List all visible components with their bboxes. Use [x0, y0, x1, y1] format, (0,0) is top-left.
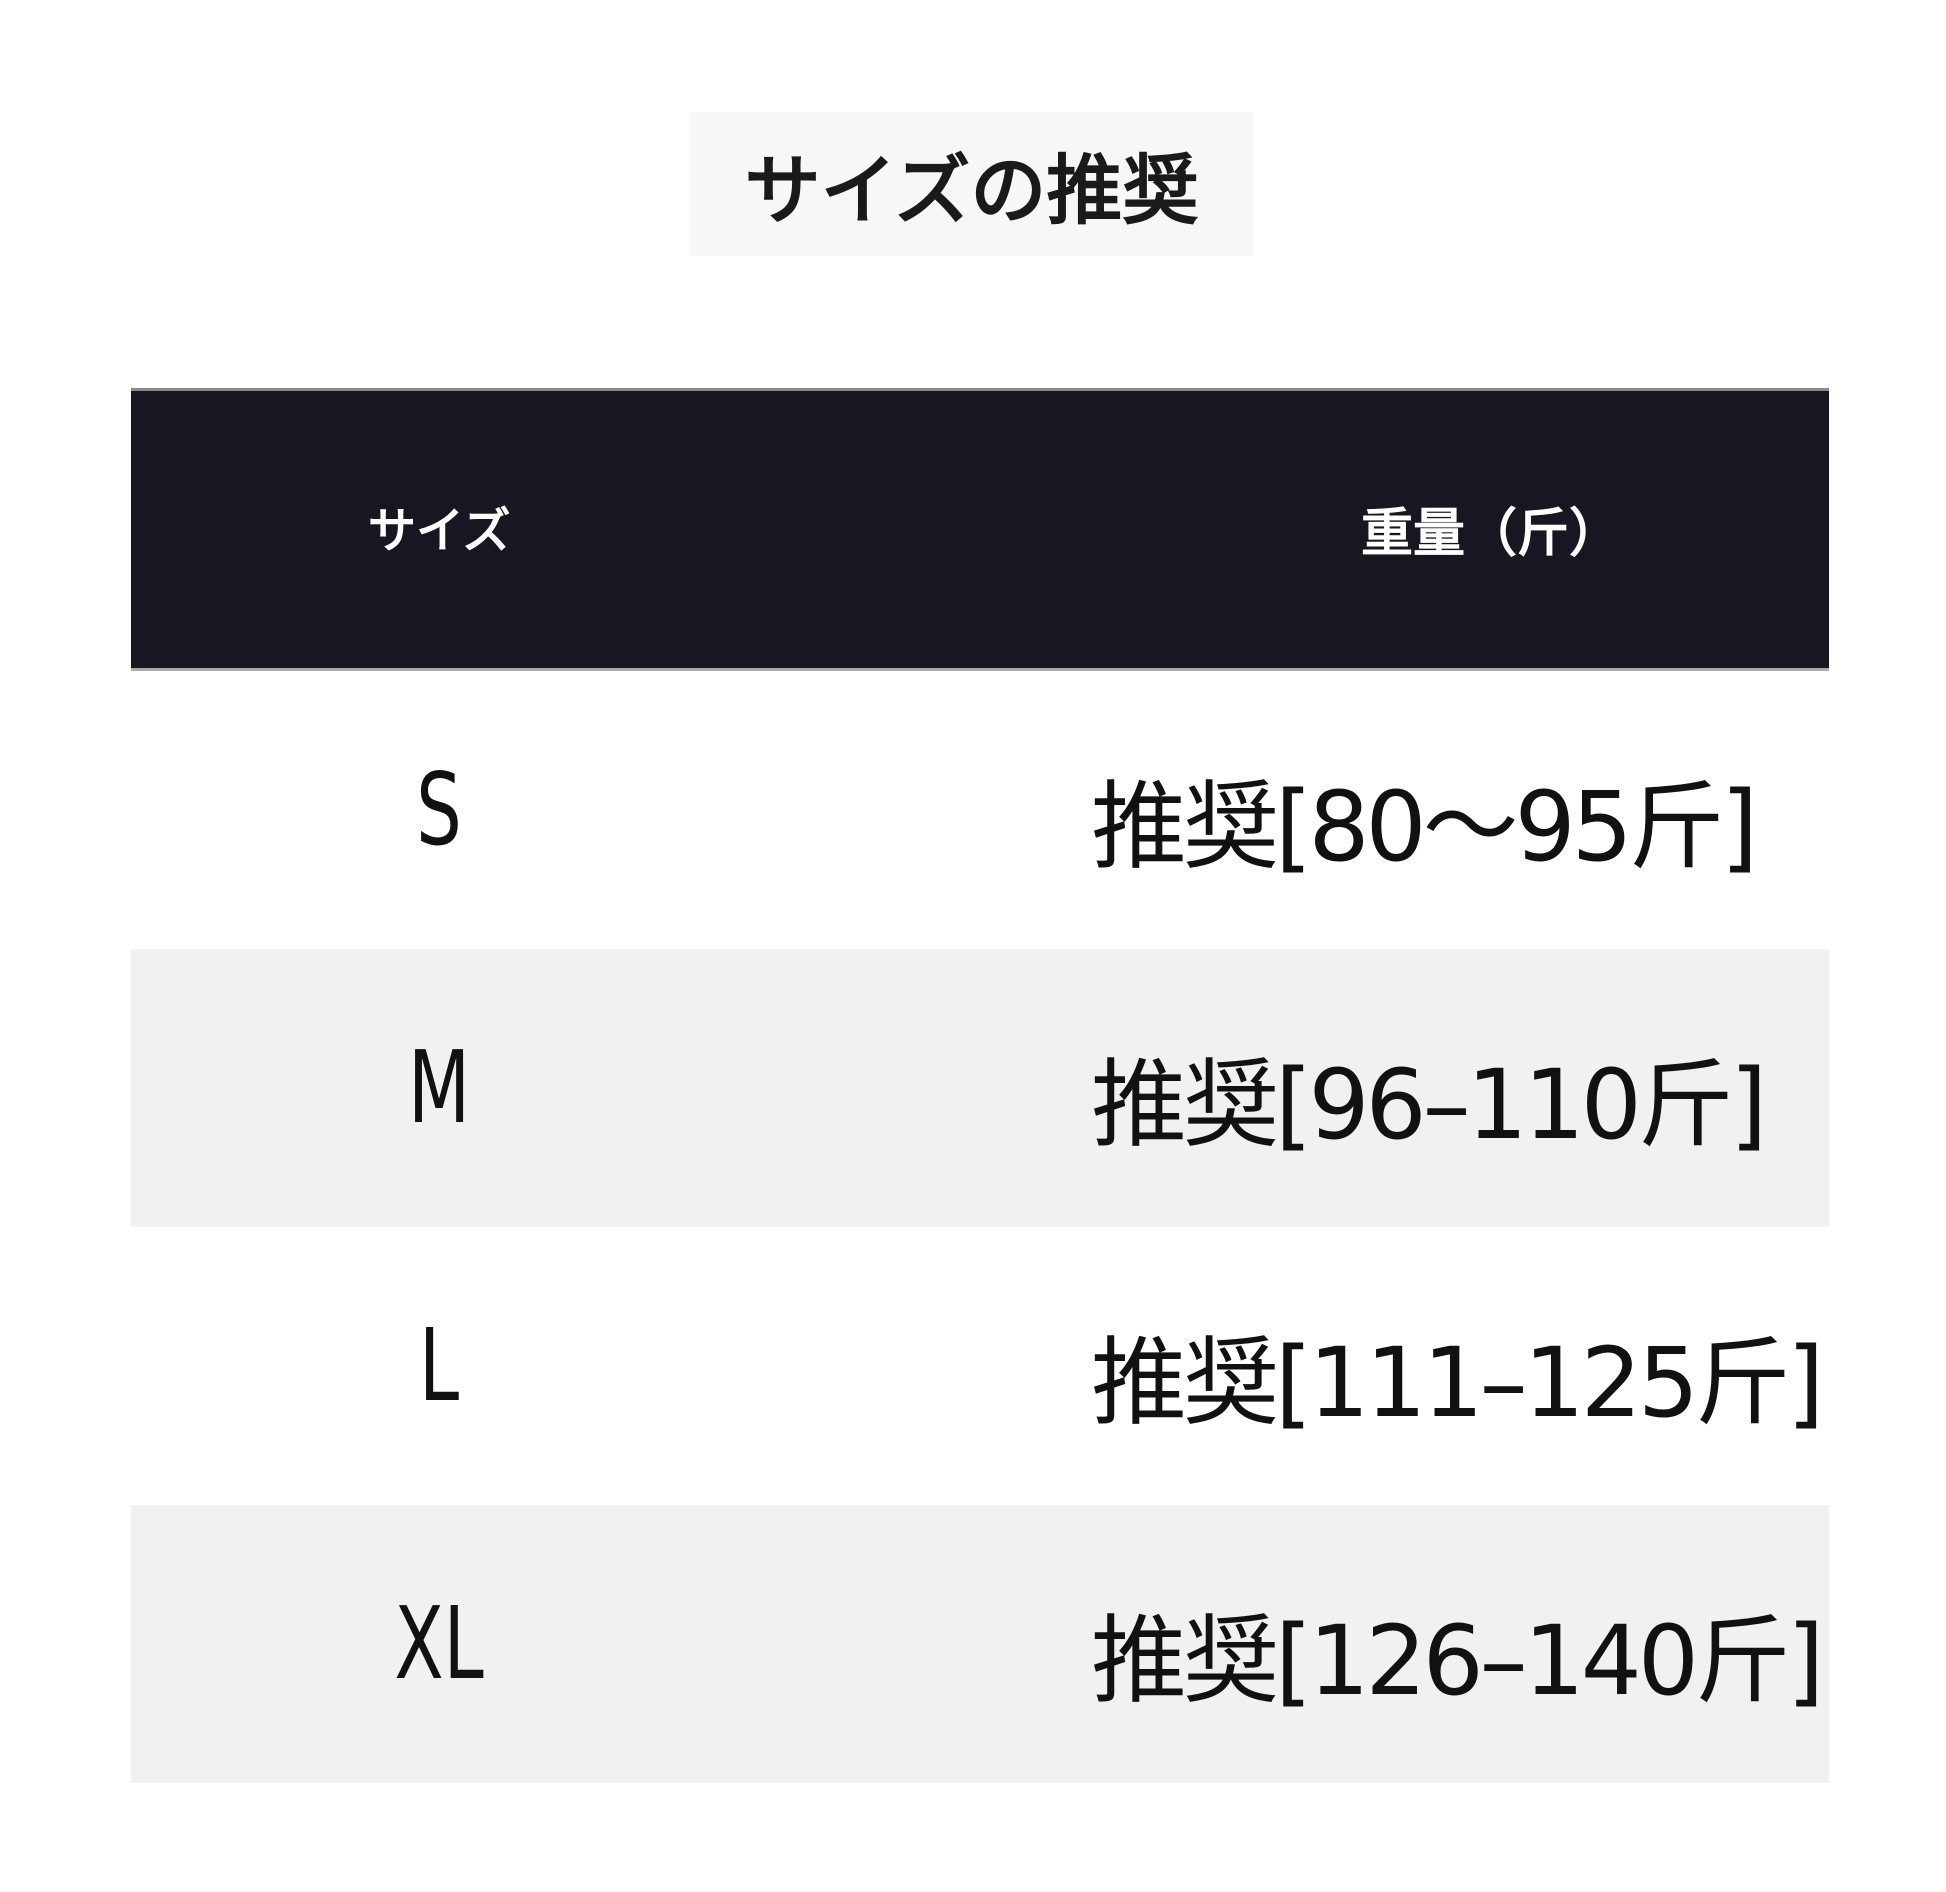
header-size: サイズ	[368, 503, 511, 559]
size-cell: S	[416, 751, 462, 868]
header-weight: 重量（斤）	[1361, 504, 1622, 564]
table-row: L 推奨[111–125斤]	[131, 1227, 1829, 1505]
weight-cell: 推奨[96–110斤]	[1091, 1049, 1767, 1161]
weight-cell: 推奨[126–140斤]	[1091, 1605, 1824, 1717]
size-table: サイズ 重量（斤） S 推奨[80～95斤] M 推奨[96–110斤] L 推…	[131, 388, 1829, 1783]
size-cell: XL	[394, 1585, 484, 1702]
table-row: M 推奨[96–110斤]	[131, 949, 1829, 1227]
table-row: S 推奨[80～95斤]	[131, 671, 1829, 949]
weight-cell: 推奨[80～95斤]	[1091, 771, 1758, 883]
table-header: サイズ 重量（斤）	[131, 388, 1829, 671]
page-title: サイズの推奨	[690, 112, 1253, 256]
size-cell: M	[407, 1029, 471, 1146]
table-row: XL 推奨[126–140斤]	[131, 1505, 1829, 1783]
weight-cell: 推奨[111–125斤]	[1091, 1327, 1824, 1439]
size-cell: L	[418, 1307, 460, 1424]
